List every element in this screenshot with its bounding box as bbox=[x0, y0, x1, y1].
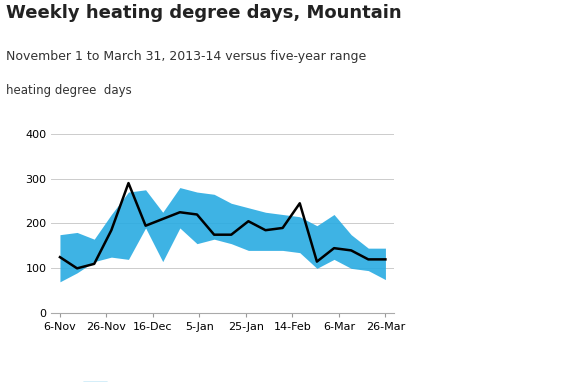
Text: Weekly heating degree days, Mountain: Weekly heating degree days, Mountain bbox=[6, 4, 401, 22]
Text: November 1 to March 31, 2013-14 versus five-year range: November 1 to March 31, 2013-14 versus f… bbox=[6, 50, 366, 63]
Text: heating degree  days: heating degree days bbox=[6, 84, 131, 97]
Legend: range, 2008-09 to 2012-13, 2013-14: range, 2008-09 to 2012-13, 2013-14 bbox=[78, 377, 367, 382]
